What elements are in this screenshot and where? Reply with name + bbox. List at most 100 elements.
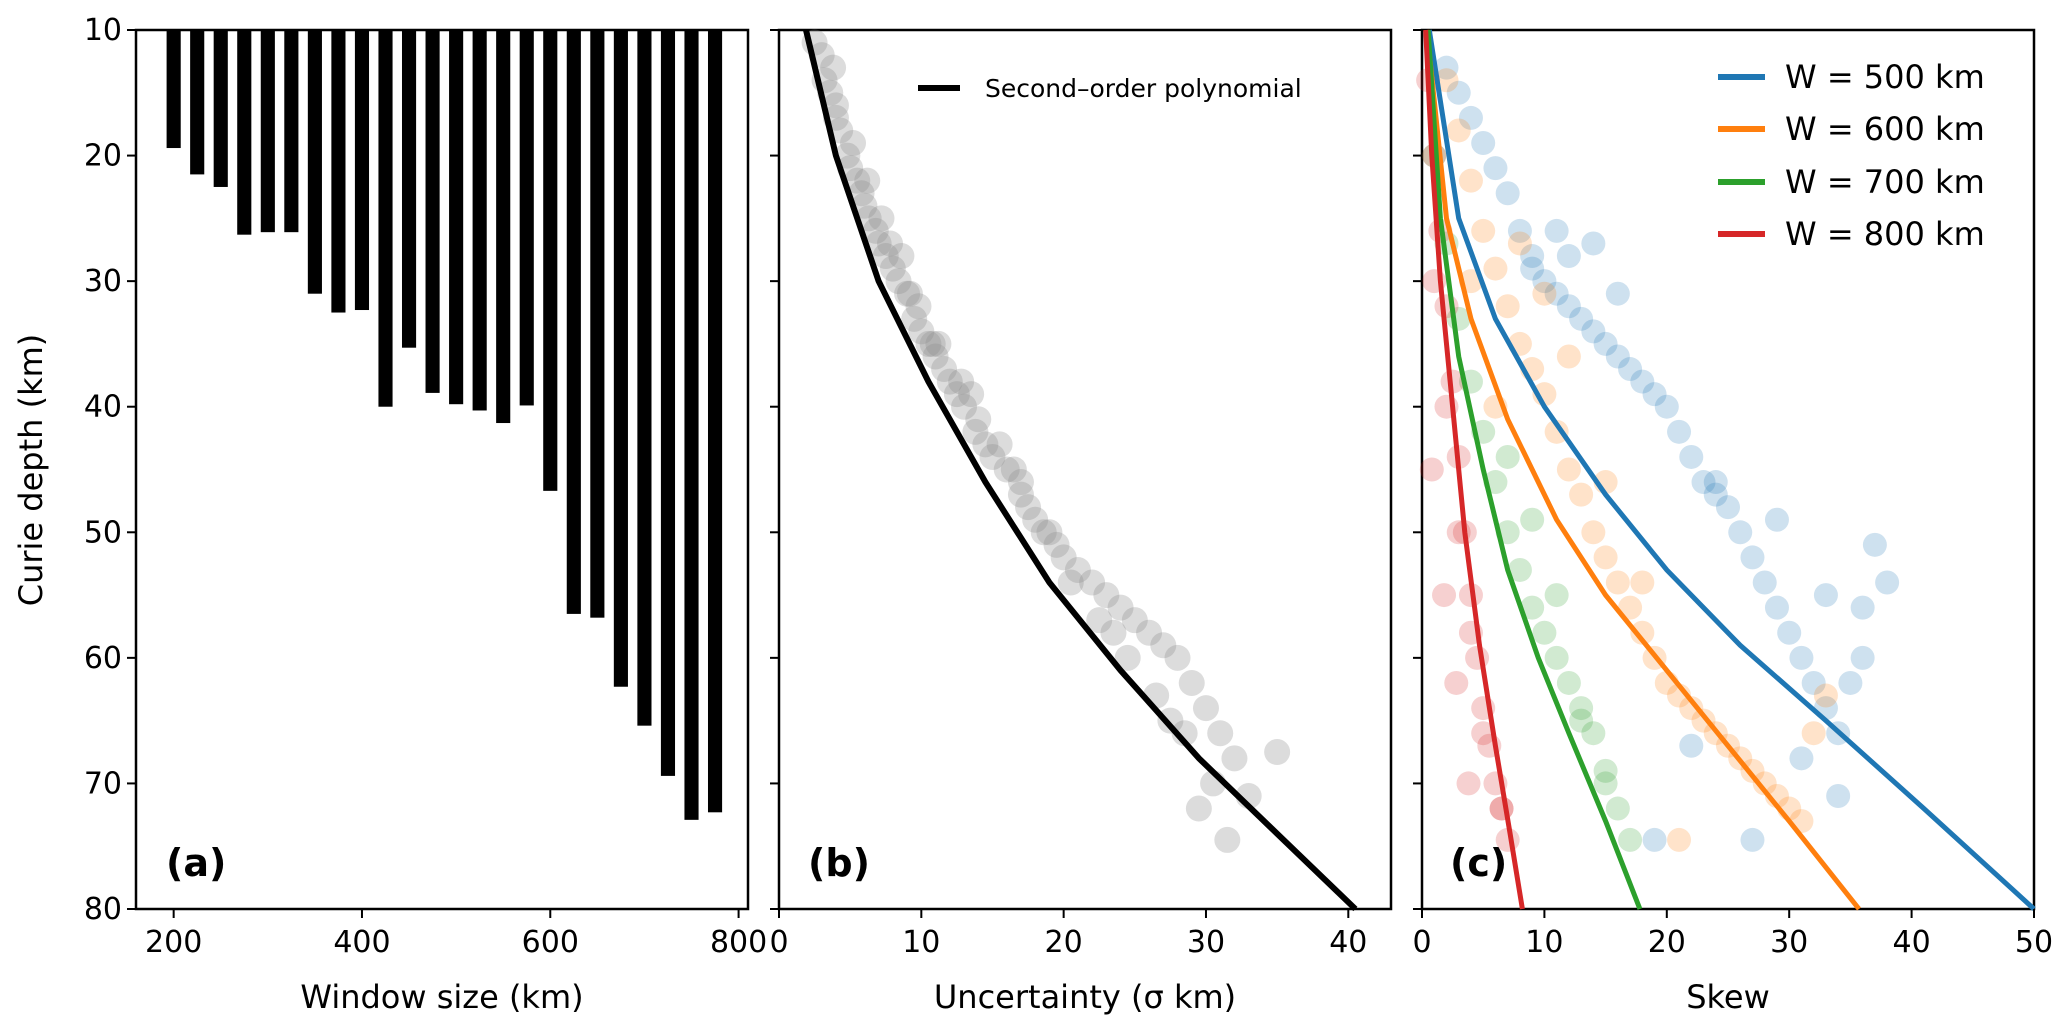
scatter-point-w500 <box>1618 357 1643 382</box>
scatter-point <box>877 230 904 257</box>
scatter-point-w600 <box>1581 520 1606 545</box>
scatter-point-w500 <box>1862 532 1887 557</box>
scatter-point <box>1150 632 1177 659</box>
scatter-point-w600 <box>1630 570 1655 595</box>
scatter-point-w600 <box>1813 683 1838 708</box>
scatter-point <box>905 293 932 320</box>
scatter-point <box>915 330 942 357</box>
x-tick-label: 200 <box>145 925 202 960</box>
x-tick-label: 400 <box>333 925 390 960</box>
scatter-point-w800 <box>1465 645 1490 670</box>
panel-a-label: (a) <box>166 841 226 885</box>
scatter-point <box>1136 619 1163 646</box>
legend-label-w800: W = 800 km <box>1785 215 1985 253</box>
scatter-point-w500 <box>1556 244 1581 269</box>
scatter-point <box>888 243 915 270</box>
fit-curve-w800 <box>1423 29 1525 910</box>
panel-a-xlabel: Window size (km) <box>300 978 583 1016</box>
scatter-point <box>1264 739 1291 766</box>
bar <box>590 30 605 618</box>
y-axis-label: Curie depth (km) <box>12 334 50 607</box>
scatter-point <box>885 268 912 295</box>
scatter-point-w600 <box>1544 419 1569 444</box>
bar <box>307 30 322 294</box>
scatter-point <box>1164 644 1191 671</box>
scatter-point-w700 <box>1569 696 1594 721</box>
panel-c-y-ticks <box>1413 29 1422 910</box>
x-tick-label: 30 <box>1770 925 1808 960</box>
scatter-point-w500 <box>1569 306 1594 331</box>
scatter-point-w600 <box>1446 118 1471 143</box>
scatter-point-w500 <box>1667 419 1692 444</box>
scatter-point <box>958 381 985 408</box>
scatter-point <box>1221 745 1248 772</box>
scatter-point-w500 <box>1605 344 1630 369</box>
y-tick-label: 50 <box>84 515 122 550</box>
bar <box>613 30 628 687</box>
fit-curve-w600 <box>1424 29 1861 911</box>
x-tick-label: 0 <box>769 925 788 960</box>
x-tick-label: 20 <box>1045 925 1083 960</box>
scatter-point-w500 <box>1801 670 1826 695</box>
legend-label-w700: W = 700 km <box>1785 163 1985 201</box>
bar <box>237 30 252 235</box>
scatter-point <box>879 255 906 282</box>
scatter-point-w600 <box>1458 168 1483 193</box>
scatter-point-w500 <box>1703 470 1728 495</box>
bar <box>213 30 228 187</box>
scatter-point <box>896 280 923 307</box>
scatter-point-w700 <box>1495 444 1520 469</box>
scatter-point <box>1214 826 1241 853</box>
scatter-point-w500 <box>1691 470 1716 495</box>
bar <box>284 30 299 233</box>
bar <box>472 30 487 411</box>
panel-c-x-ticks: 0 10 20 30 40 50 <box>1412 909 2053 960</box>
scatter-point <box>919 330 946 357</box>
scatter-point <box>820 54 847 81</box>
scatter-point <box>1079 569 1106 596</box>
x-tick-label: 600 <box>522 925 579 960</box>
scatter-point-w500 <box>1789 645 1814 670</box>
scatter-point <box>894 280 921 307</box>
scatter-point-w500 <box>1471 131 1496 156</box>
bar <box>566 30 581 614</box>
scatter-point-w500 <box>1740 827 1765 852</box>
panel-a-x-ticks: 200 400 600 800 <box>145 909 767 960</box>
panel-c: 0 10 20 30 40 50 W = 500 km W = 600 km W = 70… <box>1412 28 2053 1016</box>
scatter-point <box>1107 594 1134 621</box>
scatter-point-w700 <box>1544 645 1569 670</box>
bar <box>401 30 417 348</box>
scatter-point-w500 <box>1556 294 1581 319</box>
x-tick-label: 30 <box>1187 925 1225 960</box>
bar <box>496 30 511 424</box>
scatter-point <box>1064 556 1091 583</box>
scatter-point-w500 <box>1740 545 1765 570</box>
x-tick-label: 10 <box>902 925 940 960</box>
scatter-point <box>1192 695 1219 722</box>
x-tick-label: 10 <box>1525 925 1563 960</box>
scatter-point <box>1100 619 1127 646</box>
scatter-point <box>972 431 999 458</box>
scatter-point-w500 <box>1789 746 1814 771</box>
scatter-point <box>1086 607 1113 634</box>
scatter-point-w500 <box>1728 520 1753 545</box>
scatter-point-w500 <box>1679 444 1704 469</box>
scatter-point <box>840 130 867 157</box>
scatter-point <box>1157 707 1184 734</box>
bar <box>637 30 652 726</box>
scatter-point-w700 <box>1618 827 1643 852</box>
scatter-point <box>1093 582 1120 609</box>
scatter-point <box>1143 682 1170 709</box>
scatter-point <box>1007 469 1034 496</box>
scatter-point <box>908 318 935 345</box>
scatter-point-w500 <box>1875 570 1900 595</box>
scatter-point-w700 <box>1544 583 1569 608</box>
scatter-point-w600 <box>1667 827 1692 852</box>
scatter-point <box>1000 456 1027 483</box>
scatter-point-w800 <box>1489 796 1514 821</box>
scatter-point-w500 <box>1581 319 1606 344</box>
bar <box>660 30 676 776</box>
scatter-point-w500 <box>1654 394 1679 419</box>
scatter-point <box>1043 531 1070 558</box>
bar <box>543 30 558 491</box>
